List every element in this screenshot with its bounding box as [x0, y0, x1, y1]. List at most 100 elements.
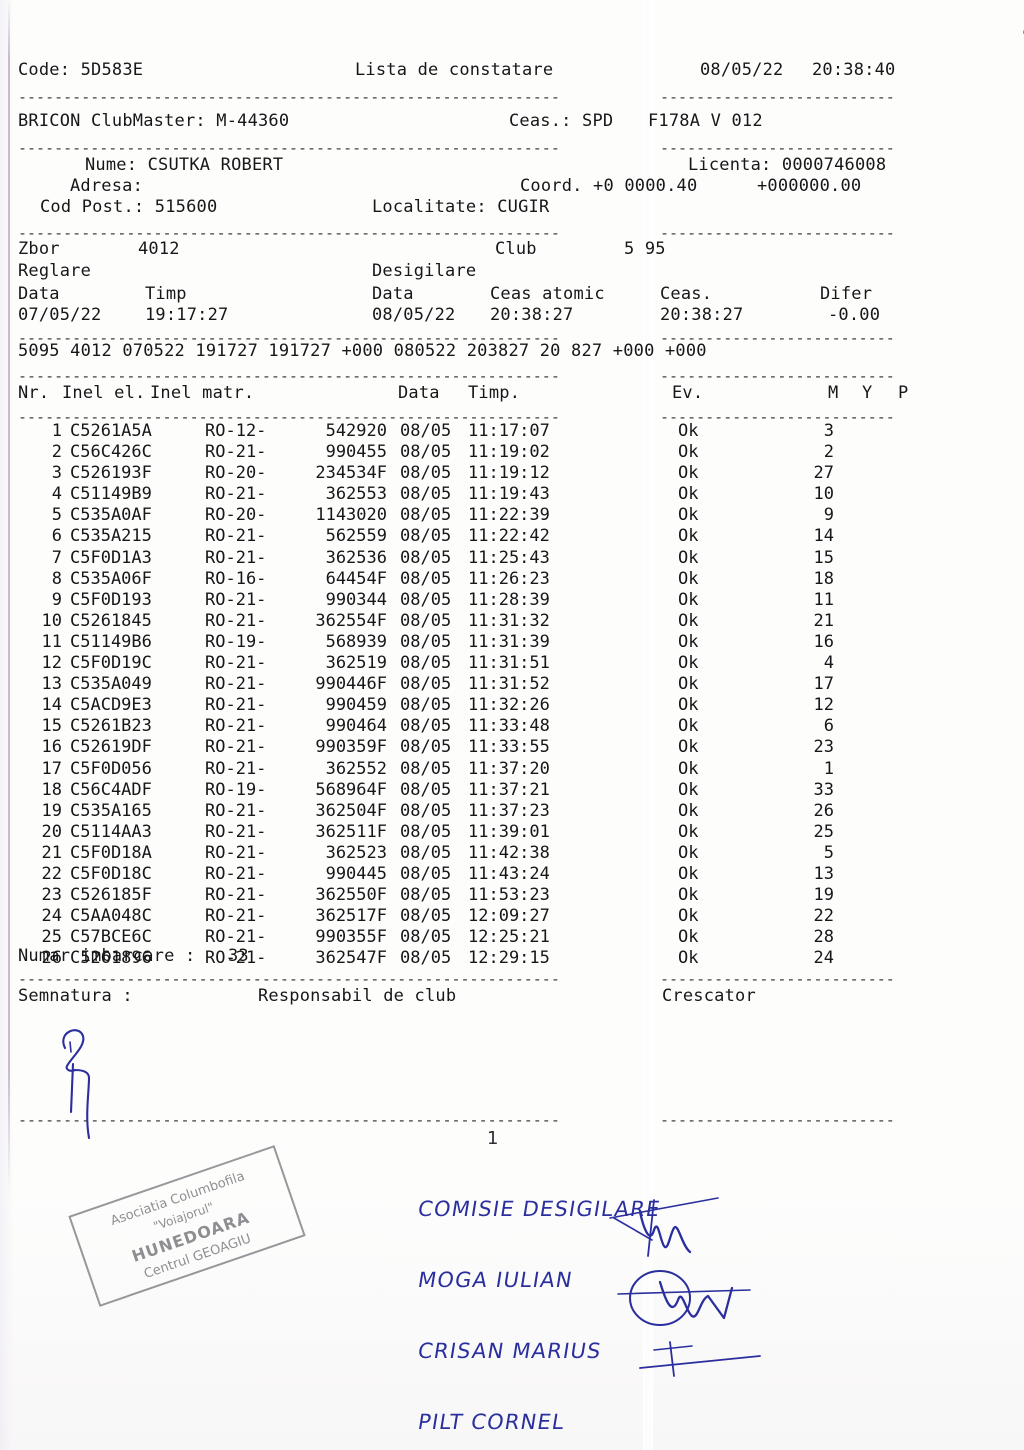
cell-inel-matr: 362523	[325, 842, 387, 863]
cell-data: 08/05	[400, 927, 452, 948]
table-row: 11 C51149B6 RO-19- 568939 08/05 11:31:39 Ok 16	[0, 631, 1024, 655]
cell-timp: 11:43:24	[468, 863, 550, 884]
cell-ev: Ok	[678, 505, 699, 526]
table-row: 9 C5F0D193 RO-21- 990344 08/05 11:28:39 Ok 11	[0, 589, 1024, 613]
cell-m: 17	[813, 674, 834, 695]
clock-label: Ceas.: SPD	[509, 111, 614, 131]
cell-timp: 12:29:15	[468, 948, 550, 969]
cell-timp: 11:31:52	[468, 674, 550, 695]
cell-m: 2	[823, 442, 834, 463]
cell-data: 08/05	[400, 421, 452, 441]
cell-country-prefix: RO-21-	[205, 863, 267, 884]
cell-inel-el: C5261896	[70, 948, 152, 969]
cell-inel-el: C5261A5A	[70, 421, 152, 441]
club-label: Club	[495, 239, 537, 259]
cell-inel-el: C535A049	[70, 674, 152, 695]
cell-nr: 13	[41, 674, 62, 695]
responsabil-label: Responsabil de club	[258, 986, 457, 1006]
cell-nr: 8	[51, 568, 62, 589]
desigilare-ceas-atomic: 20:38:27	[490, 305, 574, 325]
cell-timp: 11:31:39	[468, 631, 550, 652]
handwritten-corner-note: 31.0	[1019, 0, 1024, 40]
rule-8-left: ----------------------------------------…	[18, 1113, 560, 1128]
zbor-label: Zbor	[18, 239, 60, 259]
cell-ev: Ok	[678, 716, 699, 737]
cell-nr: 24	[41, 906, 62, 927]
rule-3-right: --------------------------	[660, 226, 895, 241]
cell-m: 15	[813, 547, 834, 568]
cell-timp: 11:26:23	[468, 568, 550, 589]
cell-inel-el: C5F0D1A3	[70, 547, 152, 568]
cell-inel-el: C5ACD9E3	[70, 695, 152, 716]
cell-data: 08/05	[400, 779, 452, 800]
cell-timp: 11:19:43	[468, 484, 550, 505]
cell-timp: 11:39:01	[468, 821, 550, 842]
rule-3-left: ----------------------------------------…	[18, 226, 560, 241]
cell-inel-matr: 234534F	[315, 463, 387, 484]
cell-ev: Ok	[678, 821, 699, 842]
rule-4-right: --------------------------	[660, 331, 895, 346]
cell-timp: 11:37:23	[468, 800, 550, 821]
table-row: 7 C5F0D1A3 RO-21- 362536 08/05 11:25:43 Ok 15	[0, 547, 1024, 571]
table-row: 21 C5F0D18A RO-21- 362523 08/05 11:42:38 Ok 5	[0, 842, 1024, 866]
rule-1-right: --------------------------	[660, 90, 895, 105]
cell-ev: Ok	[678, 442, 699, 463]
coord-value-2: +000000.00	[757, 176, 862, 196]
cell-data: 08/05	[400, 653, 452, 674]
rule-5-left: ----------------------------------------…	[18, 369, 560, 384]
cell-ev: Ok	[678, 674, 699, 695]
cell-inel-el: C56C426C	[70, 442, 152, 463]
page-number: 1	[487, 1128, 499, 1149]
cell-country-prefix: RO-21-	[205, 716, 267, 737]
cell-inel-el: C5114AA3	[70, 821, 152, 842]
rule-2-right: --------------------------	[660, 141, 895, 156]
cell-timp: 11:31:51	[468, 653, 550, 674]
cell-inel-matr: 362547F	[315, 948, 387, 969]
cell-country-prefix: RO-21-	[205, 589, 267, 610]
cell-country-prefix: RO-21-	[205, 610, 267, 631]
cell-timp: 11:25:43	[468, 547, 550, 568]
cell-inel-el: C535A165	[70, 800, 152, 821]
cell-m: 33	[813, 779, 834, 800]
cell-data: 08/05	[400, 737, 452, 758]
cell-ev: Ok	[678, 695, 699, 716]
col-ceas-atomic: Ceas atomic	[490, 284, 605, 304]
cell-country-prefix: RO-21-	[205, 800, 267, 821]
cell-data: 08/05	[400, 589, 452, 610]
cell-inel-el: C535A0AF	[70, 505, 152, 526]
header-time: 20:38:40	[812, 60, 896, 80]
cell-country-prefix: RO-20-	[205, 463, 267, 484]
cell-ev: Ok	[678, 863, 699, 884]
cell-inel-matr: 362553	[325, 484, 387, 505]
cell-nr: 14	[41, 695, 62, 716]
reglare-data: 07/05/22	[18, 305, 102, 325]
cell-data: 08/05	[400, 948, 452, 969]
cell-timp: 11:33:55	[468, 737, 550, 758]
cell-data: 08/05	[400, 885, 452, 906]
th-y: Y	[862, 383, 873, 403]
cell-ev: Ok	[678, 885, 699, 906]
table-row: 1 C5261A5A RO-12- 542920 08/05 11:17:07 Ok 3	[0, 423, 1024, 444]
table-row: 24 C5AA048C RO-21- 362517F 08/05 12:09:27 Ok 22	[0, 908, 1024, 929]
crescator-label: Crescator	[662, 986, 756, 1006]
owner-address: Adresa:	[70, 176, 144, 196]
cell-inel-matr: 568939	[325, 631, 387, 652]
desigilare-ceas: 20:38:27	[660, 305, 744, 325]
cell-m: 9	[823, 505, 834, 526]
cell-data: 08/05	[400, 442, 452, 463]
cell-ev: Ok	[678, 589, 699, 610]
cell-data: 08/05	[400, 821, 452, 842]
th-ev: Ev.	[672, 383, 704, 403]
cell-m: 3	[823, 421, 834, 441]
cell-country-prefix: RO-12-	[205, 421, 267, 441]
cell-m: 19	[813, 885, 834, 906]
cell-ev: Ok	[678, 653, 699, 674]
cell-nr: 3	[51, 463, 62, 484]
cell-inel-matr: 362511F	[315, 821, 387, 842]
cell-inel-matr: 990359F	[315, 737, 387, 758]
cell-inel-matr: 64454F	[325, 568, 387, 589]
table-row: 18 C56C4ADF RO-19- 568964F 08/05 11:37:21 Ok 33	[0, 779, 1024, 803]
cell-inel-el: C5F0D056	[70, 758, 152, 779]
cell-inel-matr: 1143020	[315, 505, 387, 526]
cell-ev: Ok	[678, 421, 699, 441]
